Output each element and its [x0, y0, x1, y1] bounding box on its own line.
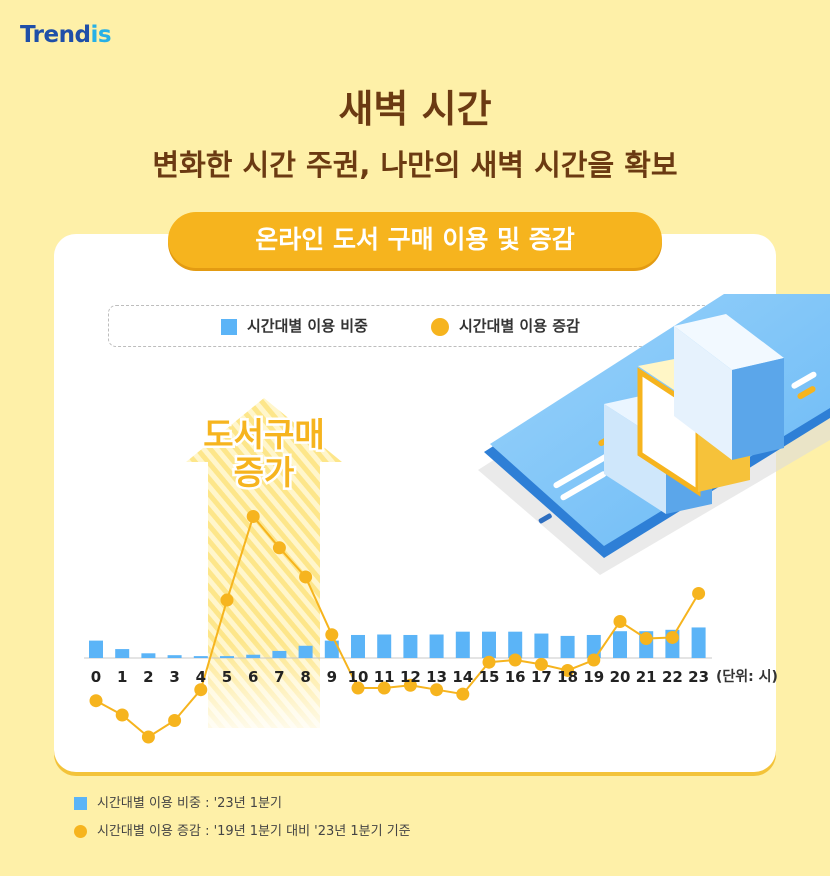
bar-16	[508, 631, 523, 658]
dot-12	[403, 678, 417, 692]
trendis-logo: Trendis	[20, 22, 112, 48]
dot-6	[246, 509, 260, 523]
bar-18	[560, 635, 575, 658]
bar-23	[691, 627, 706, 658]
footnote-bar: 시간대별 이용 비중 : '23년 1분기	[74, 792, 282, 811]
dot-15	[482, 655, 496, 669]
x-tick-0: 0	[91, 668, 101, 686]
x-tick-3: 3	[169, 668, 179, 686]
dot-13	[430, 683, 444, 697]
dot-10	[351, 681, 365, 695]
x-tick-19: 19	[583, 668, 604, 686]
dot-2	[141, 730, 155, 744]
x-tick-12: 12	[400, 668, 421, 686]
footnote-dot-swatch	[74, 825, 87, 838]
increase-arrow	[186, 398, 342, 732]
dot-23	[692, 586, 706, 600]
x-tick-15: 15	[479, 668, 500, 686]
x-tick-23: 23	[688, 668, 709, 686]
dot-1	[115, 708, 129, 722]
dot-14	[456, 687, 470, 701]
change-line	[95, 514, 700, 739]
annotation-line1: 도서구매	[203, 415, 324, 454]
dot-0	[89, 694, 103, 708]
legend-bar-swatch	[221, 318, 237, 335]
dot-16	[508, 653, 522, 667]
x-tick-7: 7	[274, 668, 284, 686]
unit-label: (단위: 시)	[716, 668, 778, 685]
bar-19	[586, 634, 601, 658]
x-tick-16: 16	[505, 668, 526, 686]
dot-11	[377, 681, 391, 695]
x-tick-11: 11	[374, 668, 395, 686]
x-tick-14: 14	[452, 668, 473, 686]
dot-19	[587, 653, 601, 667]
bar-4	[193, 656, 208, 658]
x-tick-17: 17	[531, 668, 552, 686]
dot-21	[639, 632, 653, 646]
x-tick-1: 1	[117, 668, 127, 686]
dot-4	[194, 683, 208, 697]
legend-bar: 시간대별 이용 비중	[221, 306, 368, 346]
dot-18	[561, 663, 575, 677]
bar-11	[377, 634, 392, 658]
legend: 시간대별 이용 비중 시간대별 이용 증감	[108, 305, 722, 347]
dot-22	[665, 630, 679, 644]
bar-0	[89, 640, 103, 658]
bar-8	[298, 645, 313, 658]
bar-1	[115, 649, 130, 658]
x-tick-10: 10	[348, 668, 369, 686]
bar-6	[246, 654, 261, 658]
legend-dot-swatch	[431, 317, 449, 336]
bar-9	[324, 640, 339, 658]
x-tick-5: 5	[222, 668, 232, 686]
x-tick-20: 20	[610, 668, 631, 686]
x-tick-8: 8	[300, 668, 310, 686]
dot-7	[272, 541, 286, 555]
bar-14	[455, 631, 470, 658]
bar-5	[220, 656, 234, 658]
bar-15	[482, 631, 496, 658]
chart-title-pill: 온라인 도서 구매 이용 및 증감	[168, 212, 662, 268]
x-tick-2: 2	[143, 668, 153, 686]
dot-9	[325, 628, 339, 642]
x-tick-18: 18	[557, 668, 578, 686]
bar-12	[403, 634, 418, 658]
bar-13	[429, 634, 444, 658]
annotation-line2: 증가	[234, 453, 295, 492]
bar-10	[351, 634, 365, 658]
footnote-bar-swatch	[74, 797, 87, 810]
bar-3	[167, 655, 182, 658]
page-subtitle: 변화한 시간 주권, 나만의 새벽 시간을 확보	[152, 148, 678, 182]
bar-2	[141, 653, 156, 658]
bar-20	[613, 631, 627, 658]
x-tick-6: 6	[248, 668, 258, 686]
bar-7	[272, 650, 287, 658]
dot-20	[613, 615, 627, 628]
x-tick-22: 22	[662, 668, 683, 686]
x-tick-21: 21	[636, 668, 657, 686]
page-title: 새벽 시간	[338, 87, 492, 131]
phone-books-illustration	[478, 294, 830, 575]
dot-3	[168, 714, 182, 727]
dot-5	[220, 593, 234, 607]
legend-dot: 시간대별 이용 증감	[431, 306, 580, 346]
x-tick-9: 9	[327, 668, 337, 686]
x-tick-4: 4	[196, 668, 206, 686]
dot-17	[534, 657, 548, 671]
footnote-dot: 시간대별 이용 증감 : '19년 1분기 대비 '23년 1분기 기준	[74, 820, 411, 839]
dot-8	[299, 570, 313, 584]
x-tick-13: 13	[426, 668, 447, 686]
bar-17	[534, 633, 549, 658]
